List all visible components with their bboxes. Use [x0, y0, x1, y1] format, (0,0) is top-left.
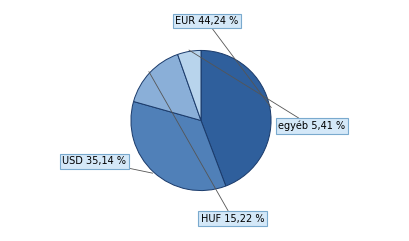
Text: EUR 44,24 %: EUR 44,24 % [175, 16, 271, 108]
Wedge shape [201, 50, 271, 186]
Text: HUF 15,22 %: HUF 15,22 % [149, 72, 264, 224]
Wedge shape [178, 50, 201, 121]
Wedge shape [131, 101, 226, 191]
Text: egyéb 5,41 %: egyéb 5,41 % [189, 50, 345, 131]
Text: USD 35,14 %: USD 35,14 % [63, 156, 153, 173]
Wedge shape [134, 54, 201, 120]
